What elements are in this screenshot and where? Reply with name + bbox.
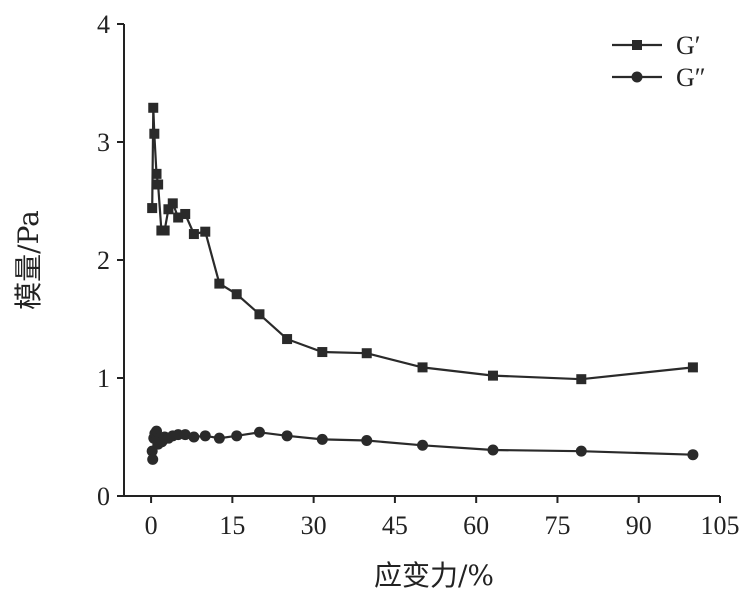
y-axis-title: 模量/Pa: [12, 210, 45, 310]
x-tick-label: 105: [701, 511, 740, 540]
data-point: [147, 203, 158, 214]
legend-label: G′: [676, 31, 700, 60]
data-point: [687, 362, 698, 373]
series-layer: [146, 102, 699, 465]
data-point: [200, 226, 211, 237]
legend: G′ G″: [612, 31, 706, 92]
x-tick-label: 15: [219, 511, 245, 540]
data-point: [281, 430, 293, 442]
data-point: [163, 204, 174, 215]
data-point: [282, 334, 293, 345]
legend-item: G′: [612, 31, 700, 60]
legend-marker: [632, 40, 642, 50]
axes: 0 15 30 45 60 75 90 105 0 1 2 3 4: [97, 10, 740, 540]
data-point: [575, 445, 587, 457]
y-tick-label: 3: [97, 128, 110, 157]
data-point: [576, 374, 587, 385]
y-tick-label: 0: [97, 482, 110, 511]
data-point: [253, 426, 265, 438]
x-tick-label: 60: [463, 511, 489, 540]
x-tick-label: 45: [382, 511, 408, 540]
data-point: [487, 370, 498, 381]
data-point: [361, 348, 372, 359]
x-tick-label: 0: [145, 511, 158, 540]
series-line: [151, 107, 694, 381]
data-point: [316, 433, 328, 445]
x-tick-label: 30: [301, 511, 327, 540]
data-point: [254, 309, 265, 320]
legend-label: G″: [676, 63, 706, 92]
data-point: [231, 430, 243, 442]
data-point: [199, 430, 211, 442]
data-point: [417, 439, 429, 451]
y-tick-label: 2: [97, 246, 110, 275]
legend-marker: [631, 71, 643, 83]
data-point: [147, 453, 159, 465]
data-point: [487, 444, 499, 456]
data-point: [417, 362, 428, 373]
data-point: [687, 449, 699, 461]
x-tick-label: 90: [626, 511, 652, 540]
data-point: [153, 179, 164, 190]
y-tick-label: 1: [97, 364, 110, 393]
data-point: [317, 347, 328, 358]
data-point: [167, 198, 178, 209]
series-g-double-prime: [146, 425, 699, 465]
x-tick-label: 75: [544, 511, 570, 540]
series-g-prime: [147, 102, 698, 385]
y-ticks: 0 1 2 3 4: [97, 10, 124, 511]
data-point: [159, 225, 170, 236]
x-ticks: 0 15 30 45 60 75 90 105: [145, 496, 740, 540]
data-point: [231, 289, 242, 300]
data-point: [361, 435, 373, 447]
x-axis-title: 应变力/%: [374, 559, 494, 592]
data-point: [173, 212, 184, 223]
data-point: [188, 229, 199, 240]
data-point: [179, 429, 191, 441]
data-point: [148, 102, 159, 113]
data-point: [188, 431, 200, 443]
data-point: [214, 278, 225, 289]
legend-item: G″: [612, 63, 706, 92]
data-point: [149, 128, 160, 139]
data-point: [151, 168, 162, 179]
data-point: [180, 208, 191, 219]
data-point: [213, 432, 225, 444]
y-tick-label: 4: [97, 10, 110, 39]
